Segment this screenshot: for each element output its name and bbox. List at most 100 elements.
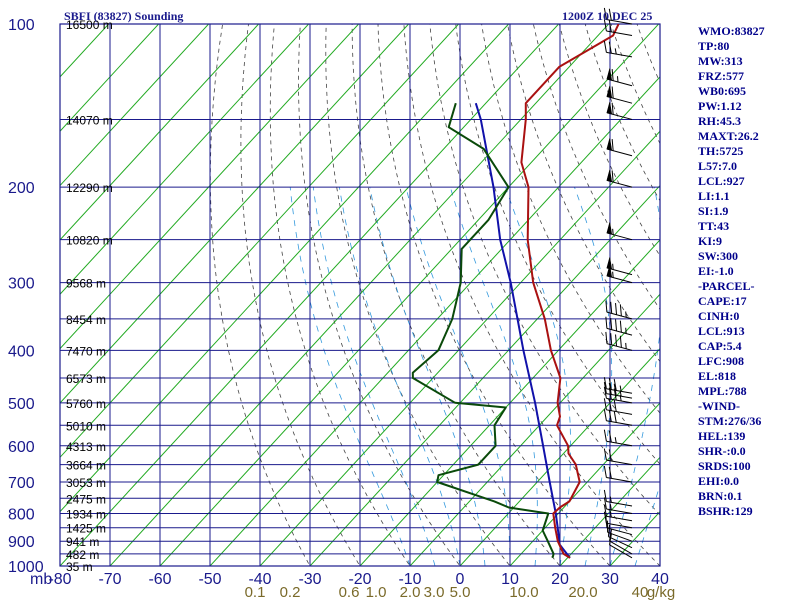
temperature-tick-label: -40 [248,571,271,588]
dewpoint-line [411,102,555,559]
index-item: BSHR:129 [698,504,753,518]
index-item: EL:818 [698,369,737,383]
index-item: TT:43 [698,219,730,233]
isotherm [60,24,210,187]
height-label: 35 m [66,560,93,574]
temperature-tick-label: 20 [551,571,569,588]
moist-adiabat [289,187,411,566]
dry-adiabat [269,24,411,566]
height-label: 8454 m [66,313,106,327]
wind-barb [603,497,633,514]
mixing-ratio-label: 40 [632,584,649,600]
temperature-tick-label: 40 [651,571,669,588]
index-item: L57:7.0 [698,159,737,173]
index-item: HEL:139 [698,429,746,443]
index-item: -WIND- [698,399,740,413]
wind-barb [606,222,633,241]
moist-adiabat [369,187,486,566]
index-item: LCL:913 [698,324,745,338]
height-label: 14070 m [66,113,113,127]
pressure-tick-label: 200 [8,180,35,197]
wind-barb [606,257,633,276]
height-label: 5760 m [66,397,106,411]
pressure-tick-label: 900 [8,534,35,551]
dry-adiabat [558,24,660,257]
grid [59,23,661,567]
wind-barbs [603,7,633,559]
index-item: SRDS:100 [698,459,751,473]
pressure-tick-label: 1000 [8,559,44,576]
moist-adiabat [609,187,660,566]
dry-adiabat [403,24,660,566]
height-label: 2475 m [66,492,106,506]
dry-adiabat [209,24,311,566]
isotherm [559,456,660,566]
wind-barb [605,300,633,320]
height-label: 941 m [66,535,99,549]
index-item: KI:9 [698,234,722,248]
index-item: BRN:0.1 [698,489,743,503]
temperature-tick-label: -20 [348,571,371,588]
wind-barb [608,529,633,555]
index-item: CINH:0 [698,309,740,323]
index-item: EHI:0.0 [698,474,740,488]
height-label: 3664 m [66,459,106,473]
moist-adiabat [312,187,436,566]
temperature-tick-label: -80 [48,571,71,588]
height-label: 16500 m [66,18,113,32]
wind-barb [607,520,633,542]
isotherm [60,24,160,132]
index-item: MW:313 [698,54,743,68]
temperature-tick-label: 30 [601,571,619,588]
dry-adiabat [240,24,361,566]
height-label: 7470 m [66,344,106,358]
dry-adiabat [351,24,561,566]
temperature-tick-label: 0 [456,571,465,588]
wind-barb [606,169,633,188]
wind-barb [603,7,633,25]
wind-barb [603,504,633,522]
index-item: EI:-1.0 [698,264,734,278]
height-label: 1934 m [66,507,106,521]
wind-barb [603,465,633,483]
plot-frame [59,23,661,567]
mixing-ratio-label: 20.0 [568,584,597,600]
wind-barb [603,40,633,58]
isotherm [0,12,70,578]
temperature-tick-label: -10 [398,571,421,588]
index-item: WB0:695 [698,84,746,98]
index-item: CAP:5.4 [698,339,742,353]
dry-adiabat [325,24,511,566]
height-label: 1425 m [66,522,106,536]
index-item: FRZ:577 [698,69,744,83]
wind-barb [608,533,633,559]
height-label: 6573 m [66,372,106,386]
wind-barb [606,85,633,104]
isotherm [60,24,360,350]
dry-adiabat [298,24,461,566]
mixing-ratio-label: 0.2 [280,584,301,600]
temperature-line [520,24,620,559]
index-item: TP:80 [698,39,730,53]
chart-title: SBFI (83827) Sounding [64,9,184,23]
pressure-tick-label: 700 [8,475,35,492]
height-label: 482 m [66,548,99,562]
mixing-ratio-label: 0.1 [245,584,266,600]
chart-timestamp: 1200Z 10 DEC 25 [562,9,653,23]
isotherm [60,24,260,241]
dry-adiabat [532,24,660,310]
index-item: RH:45.3 [698,114,741,128]
mixing-ratio-label: 10.0 [509,584,538,600]
wind-barb [606,265,633,284]
index-item: SW:300 [698,249,739,263]
mixing-ratio-label: 1.0 [366,584,387,600]
index-item: WMO:83827 [698,24,765,38]
mixing-ratio-label: g/kg [647,584,675,600]
x-axis-unit-label: mb [30,571,52,588]
wind-barb [605,316,633,336]
background-lines [0,12,660,578]
wind-barb [606,68,633,87]
temperature-tick-label: -60 [148,571,171,588]
isotherm [509,402,660,566]
